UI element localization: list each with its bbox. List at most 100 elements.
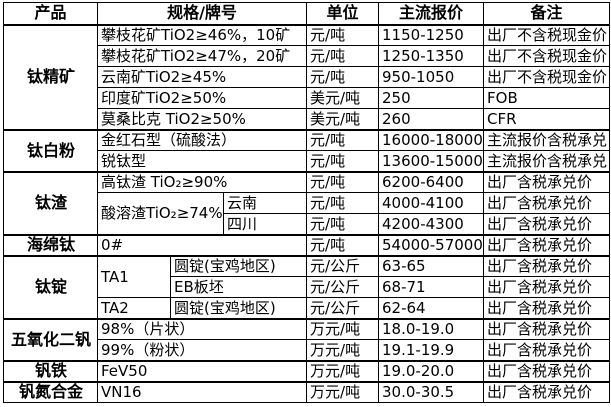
table-row: 钒氮合金 VN16 万元/吨 30.0-30.5 出厂含税承兑价 [3,381,611,403]
spec-cell: FeV50 [96,360,308,383]
unit-cell: 美元/吨 [306,87,380,109]
region-cell: 四川 [222,213,308,236]
grade-cell: TA1 [97,255,171,298]
spec-cell: 锐钛型 [96,150,308,173]
price-cell: 18.0-19.0 [378,318,485,340]
note-cell: 出厂不含税现金价 [483,24,611,46]
region-cell: 云南 [222,192,308,214]
col-header-unit: 单位 [306,2,380,26]
note-cell: 主流报价含税承兑 [483,129,611,151]
unit-cell: 元/吨 [306,24,380,46]
price-cell: 68-71 [378,276,485,298]
note-cell: 出厂含税承兑价 [483,360,611,383]
table-row: 海绵钛 0# 元/吨 54000-57000 出厂含税承兑价 [3,234,611,257]
spec-cell: 高钛渣 TiO₂≥90% [96,171,308,193]
price-cell: 30.0-30.5 [378,381,485,403]
table-row: 酸溶渣TiO₂≥74% 云南 元/吨 4000-4100 出厂含税承兑价 [4,192,611,236]
price-table: 产品 规格/牌号 单位 主流报价 备注 钛精矿 攀枝花矿TiO2≥46%，10矿… [3,2,611,403]
spec-cell: VN16 [96,381,308,403]
col-header-spec: 规格/牌号 [96,2,308,26]
unit-cell: 元/公斤 [306,255,380,277]
spec-cell: 99%（粉状） [96,339,308,362]
price-cell: 260 [378,108,485,131]
note-cell: FOB [483,87,611,109]
unit-cell: 万元/吨 [306,318,380,340]
price-cell: 4000-4100 [378,192,485,214]
product-cell: 钒氮合金 [3,381,98,403]
form-cell: EB板坯 [169,276,308,298]
product-cell: 钛渣 [3,171,98,236]
unit-cell: 元/公斤 [306,276,380,298]
price-cell: 16000-18000 [378,129,485,151]
unit-cell: 元/吨 [306,66,380,88]
table-row: 攀枝花矿TiO2≥47%，20矿 元/吨 1250-1350 出厂不含税现金价 [4,45,611,67]
table-row: 四川 元/吨 4200-4300 出厂含税承兑价 [4,213,611,236]
spec-cell: 0# [96,234,308,257]
note-cell: 出厂含税承兑价 [483,234,611,257]
note-cell: 出厂不含税现金价 [483,45,611,67]
table-row: 莫桑比克 TiO2≥50% 美元/吨 260 CFR [4,108,611,131]
table-row: 钛精矿 攀枝花矿TiO2≥46%，10矿 元/吨 1150-1250 出厂不含税… [3,24,611,131]
unit-cell: 元/吨 [306,213,380,236]
note-cell: 出厂含税承兑价 [483,339,611,362]
unit-cell: 元/吨 [306,234,380,257]
form-cell: 圆锭(宝鸡地区) [169,297,308,320]
price-cell: 950-1050 [378,66,485,88]
spec-cell: 莫桑比克 TiO2≥50% [96,108,308,131]
unit-cell: 元/吨 [306,171,380,193]
unit-cell: 元/吨 [306,192,380,214]
note-cell: 出厂含税承兑价 [483,297,611,320]
note-cell: 出厂不含税现金价 [483,66,611,88]
note-cell: CFR [483,108,611,131]
form-cell: 圆锭(宝鸡地区) [169,255,308,277]
table-row: 五氧化二钒 98%（片状） 万元/吨 18.0-19.0 出厂含税承兑价 [3,318,611,362]
price-cell: 250 [378,87,485,109]
table-row: 钒铁 FeV50 万元/吨 19.0-20.0 出厂含税承兑价 [3,360,611,383]
unit-cell: 元/公斤 [306,297,380,320]
table-row: 钛锭 TA1 圆锭(宝鸡地区) 元/公斤 63-65 出厂含税承兑价 [3,255,611,320]
product-cell: 钒铁 [3,360,98,383]
price-cell: 62-64 [378,297,485,320]
price-cell: 1150-1250 [378,24,485,46]
note-cell: 出厂含税承兑价 [483,171,611,193]
table-row: 钛白粉 金红石型（硫酸法） 元/吨 16000-18000 主流报价含税承兑 [3,129,611,173]
col-header-product: 产品 [3,2,98,26]
note-cell: 出厂含税承兑价 [483,276,611,298]
note-cell: 出厂含税承兑价 [483,213,611,236]
unit-cell: 美元/吨 [306,108,380,131]
spec-cell: 金红石型（硫酸法） [96,129,308,151]
note-cell: 出厂含税承兑价 [483,192,611,214]
table-row: 印度矿TiO2≥50% 美元/吨 250 FOB [4,87,611,109]
product-cell: 海绵钛 [3,234,98,257]
col-header-price: 主流报价 [378,2,485,26]
price-cell: 63-65 [378,255,485,277]
price-cell: 1250-1350 [378,45,485,67]
note-cell: 出厂含税承兑价 [483,318,611,340]
unit-cell: 元/吨 [306,150,380,173]
spec-cell: 印度矿TiO2≥50% [96,87,308,109]
table-row: TA2 圆锭(宝鸡地区) 元/公斤 62-64 出厂含税承兑价 [4,297,611,320]
price-cell: 6200-6400 [378,171,485,193]
spec-cell: 攀枝花矿TiO2≥47%，20矿 [96,45,308,67]
spec-cell: 98%（片状） [96,318,308,340]
unit-cell: 元/吨 [306,129,380,151]
price-cell: 19.0-20.0 [378,360,485,383]
unit-cell: 万元/吨 [306,381,380,403]
col-header-note: 备注 [483,2,611,26]
spec-cell: 攀枝花矿TiO2≥46%，10矿 [96,24,308,46]
price-cell: 4200-4300 [378,213,485,236]
price-cell: 19.1-19.9 [378,339,485,362]
unit-cell: 元/吨 [306,45,380,67]
unit-cell: 万元/吨 [306,360,380,383]
price-cell: 54000-57000 [378,234,485,257]
header-row: 产品 规格/牌号 单位 主流报价 备注 [3,2,611,26]
table-row: 锐钛型 元/吨 13600-15000 主流报价含税承兑 [4,150,611,173]
product-cell: 钛锭 [3,255,98,320]
note-cell: 出厂含税承兑价 [483,255,611,277]
table-row: 钛渣 高钛渣 TiO₂≥90% 元/吨 6200-6400 出厂含税承兑价 [3,171,611,236]
price-cell: 13600-15000 [378,150,485,173]
product-cell: 钛精矿 [3,24,98,131]
note-cell: 出厂含税承兑价 [483,381,611,403]
product-cell: 钛白粉 [3,129,98,173]
